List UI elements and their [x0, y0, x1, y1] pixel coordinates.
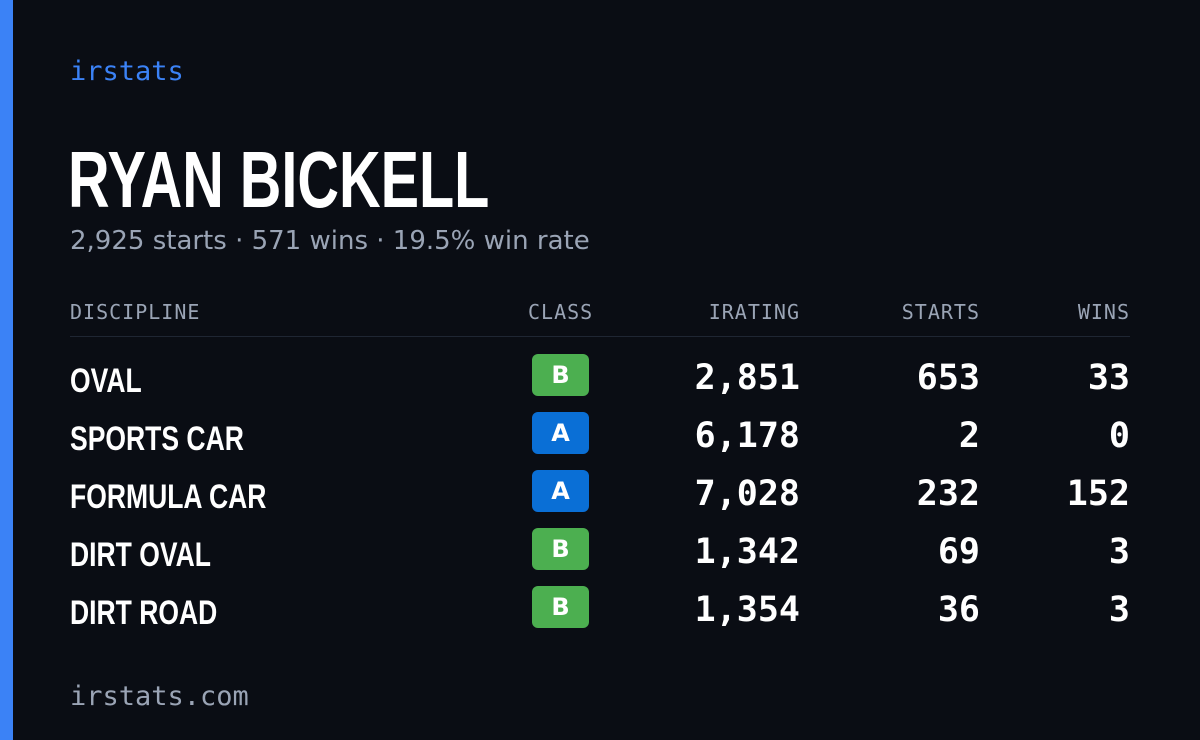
- header-discipline: DISCIPLINE: [70, 300, 201, 324]
- wins-value: 0: [1108, 416, 1130, 456]
- wins-value: 3: [1108, 590, 1130, 630]
- table-row: OVAL B 2,851 653 33: [70, 354, 1130, 412]
- discipline-name: DIRT OVAL: [70, 536, 211, 574]
- wins-value: 33: [1087, 358, 1130, 398]
- table-row: SPORTS CAR A 6,178 2 0: [70, 412, 1130, 470]
- irating-value: 7,028: [694, 474, 800, 514]
- starts-value: 653: [916, 358, 980, 398]
- starts-value: 69: [937, 532, 980, 572]
- table-row: DIRT OVAL B 1,342 69 3: [70, 528, 1130, 586]
- table-row: DIRT ROAD B 1,354 36 3: [70, 586, 1130, 644]
- header-wins: WINS: [1077, 300, 1130, 324]
- brand-logo-text: irstats: [70, 56, 184, 87]
- discipline-name: FORMULA CAR: [70, 478, 267, 516]
- starts-value: 232: [916, 474, 980, 514]
- driver-summary: 2,925 starts · 571 wins · 19.5% win rate: [70, 226, 590, 256]
- driver-name: RYAN BICKELL: [68, 135, 490, 224]
- footer-url: irstats.com: [70, 681, 249, 712]
- stats-table: DISCIPLINE CLASS IRATING STARTS WINS OVA…: [70, 298, 1130, 644]
- wins-value: 3: [1108, 532, 1130, 572]
- discipline-name: OVAL: [70, 362, 142, 400]
- class-badge: A: [532, 412, 589, 454]
- starts-value: 2: [958, 416, 980, 456]
- irating-value: 1,342: [694, 532, 800, 572]
- class-badge: A: [532, 470, 589, 512]
- discipline-name: DIRT ROAD: [70, 594, 218, 632]
- header-irating: IRATING: [708, 300, 800, 324]
- discipline-name: SPORTS CAR: [70, 420, 244, 458]
- starts-value: 36: [937, 590, 980, 630]
- table-header: DISCIPLINE CLASS IRATING STARTS WINS: [70, 298, 1130, 337]
- irating-value: 1,354: [694, 590, 800, 630]
- class-badge: B: [532, 586, 589, 628]
- wins-value: 152: [1066, 474, 1130, 514]
- table-row: FORMULA CAR A 7,028 232 152: [70, 470, 1130, 528]
- class-badge: B: [532, 354, 589, 396]
- accent-bar: [0, 0, 13, 740]
- irating-value: 2,851: [694, 358, 800, 398]
- table-body: OVAL B 2,851 653 33 SPORTS CAR A 6,178 2…: [70, 354, 1130, 644]
- class-badge: B: [532, 528, 589, 570]
- irating-value: 6,178: [694, 416, 800, 456]
- header-starts: STARTS: [901, 300, 980, 324]
- header-class: CLASS: [528, 300, 594, 324]
